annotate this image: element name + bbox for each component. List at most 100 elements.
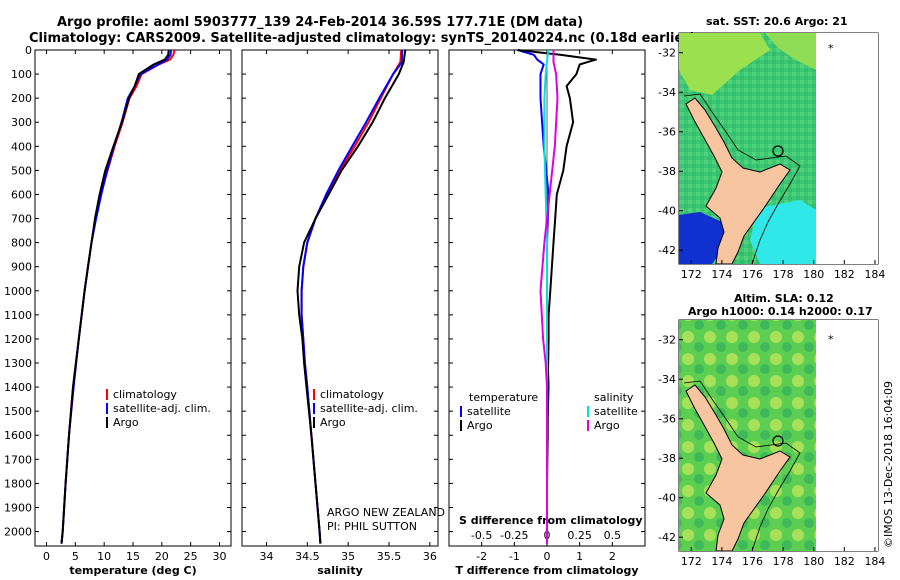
sst-map-lon-label: 174	[711, 268, 732, 281]
depth-tick-label: 700	[11, 213, 32, 226]
credit-line2: PI: PHIL SUTTON	[327, 520, 417, 533]
salinity-xlabel: salinity	[317, 564, 363, 577]
difference-xtick-label: -1	[509, 550, 520, 563]
depth-tick-label: 1700	[4, 453, 32, 466]
legend-temperature-title: temperature	[469, 391, 538, 404]
secondary-tick-label: -0.25	[500, 529, 528, 542]
temperature-xlabel: temperature (deg C)	[69, 564, 196, 577]
sst-map-lat-label: -36	[658, 126, 676, 139]
sla-argo-marker	[772, 435, 784, 447]
depth-tick-label: 1200	[4, 333, 32, 346]
difference-xtick-label: 2	[609, 550, 616, 563]
temperature-series-argo	[60, 49, 170, 544]
depth-tick-label: 1500	[4, 405, 32, 418]
temperature-axes-frame	[34, 49, 232, 547]
salinity-series-argo	[296, 49, 407, 544]
salinity-xtick-label: 35.5	[377, 550, 402, 563]
sst-map-lon-label: 180	[803, 268, 824, 281]
temperature-xtick-label: 0	[43, 550, 50, 563]
depth-tick-label: 500	[11, 164, 32, 177]
legend-temperature-label: Argo	[467, 419, 493, 432]
difference-xtick-label: 1	[576, 550, 583, 563]
difference-profile-panel: -2 -1 0 1 2T difference from climatology S di…	[448, 49, 646, 577]
depth-tick-label: 400	[11, 140, 32, 153]
depth-tick-label: 800	[11, 237, 32, 250]
credit-line1: ARGO NEW ZEALAND	[327, 506, 445, 519]
temperature-legend-label: climatology	[113, 388, 177, 401]
depth-tick-label: 1900	[4, 501, 32, 514]
sst-map-axes: 172 174 176 178 180 182 184 -32 -34 -36 -38 -40 -42	[658, 47, 885, 281]
sst-warm-patch-2	[765, 33, 816, 70]
temperature-xtick-label: 25	[184, 550, 198, 563]
depth-tick-label: 600	[11, 188, 32, 201]
sst-map-lat-label: -40	[658, 205, 676, 218]
sst-map-lat-label: -32	[658, 47, 676, 60]
salinity-xtick-label: 34.5	[295, 550, 320, 563]
legend-salinity-label: satellite	[594, 405, 638, 418]
sla-map-lat-label: -36	[658, 413, 676, 426]
sst-cyan-patch	[750, 200, 816, 264]
difference-xtick-label: -2	[476, 550, 487, 563]
temperature-xtick-label: 20	[155, 550, 169, 563]
depth-tick-label: 1100	[4, 309, 32, 322]
temperature-legend-label: Argo	[113, 416, 139, 429]
sst-map-title: sat. SST: 20.6 Argo: 21	[706, 15, 848, 28]
sla-map: Altim. SLA: 0.12 Argo h1000: 0.14 h2000:…	[658, 292, 885, 568]
depth-tick-label: 200	[11, 92, 32, 105]
secondary-tick-label: 0.25	[567, 529, 592, 542]
salinity-legend-label: satellite-adj. clim.	[320, 402, 418, 415]
salinity-legend-label: Argo	[320, 416, 346, 429]
sst-map-dot: *	[828, 42, 834, 55]
depth-tick-label: 900	[11, 261, 32, 274]
salinity-axes-frame	[241, 49, 439, 547]
sla-map-lat-label: -42	[658, 531, 676, 544]
sst-map-lat-label: -38	[658, 165, 676, 178]
temperature-legend-label: satellite-adj. clim.	[113, 402, 211, 415]
difference-xtick-label: 0	[544, 550, 551, 563]
secondary-tick-label: 0.5	[604, 529, 622, 542]
sla-map-lon-label: 178	[773, 555, 794, 568]
difference-series-salinity-argo	[539, 50, 559, 544]
depth-tick-label: 300	[11, 116, 32, 129]
temperature-xtick-label: 30	[212, 550, 226, 563]
legend-salinity-label: Argo	[594, 419, 620, 432]
legend-salinity-title: salinity	[594, 391, 634, 404]
sla-map-lon-label: 174	[711, 555, 732, 568]
sla-map-title-line1: Altim. SLA: 0.12	[734, 292, 834, 305]
sla-map-dot: *	[828, 333, 834, 346]
legend-temperature-label: satellite	[467, 405, 511, 418]
sst-map-lon-label: 184	[864, 268, 885, 281]
sla-map-lat-label: -34	[658, 373, 676, 386]
salinity-xtick-label: 35	[341, 550, 355, 563]
sla-map-lon-label: 182	[834, 555, 855, 568]
temperature-xtick-label: 10	[97, 550, 111, 563]
sst-map-lat-label: -34	[658, 86, 676, 99]
depth-tick-label: 2000	[4, 526, 32, 539]
depth-tick-label: 1800	[4, 477, 32, 490]
sla-map-lat-label: -40	[658, 492, 676, 505]
sst-argo-marker	[772, 145, 784, 157]
depth-tick-label: 1600	[4, 429, 32, 442]
salinity-xtick-label: 34	[260, 550, 274, 563]
sla-map-axes: 172 174 176 178 180 182 184 -32 -34 -36 -38 -40 -42	[658, 334, 885, 568]
difference-xlabel: T difference from climatology	[455, 564, 638, 577]
sst-isobath	[683, 93, 801, 264]
imos-watermark: ©IMOS 13-Dec-2018 16:04:09	[882, 381, 895, 548]
sst-map-lat-label: -42	[658, 244, 676, 257]
sst-map-lon-label: 182	[834, 268, 855, 281]
temperature-xtick-label: 15	[126, 550, 140, 563]
sla-isobath	[683, 380, 801, 551]
depth-tick-label: 100	[11, 68, 32, 81]
figure-title-line2: Climatology: CARS2009. Satellite-adjuste…	[29, 31, 696, 46]
sst-map: sat. SST: 20.6 Argo: 21 * 172 174 176 178 18…	[658, 15, 885, 281]
sla-map-lon-label: 172	[681, 555, 702, 568]
depth-tick-label: 0	[25, 44, 32, 57]
sla-map-title-line2: Argo h1000: 0.14 h2000: 0.17	[688, 305, 873, 318]
salinity-legend-label: climatology	[320, 388, 384, 401]
salinity-profile-panel: 34 34.5 35 35.5 36 salinity climatologysatelli…	[241, 49, 439, 577]
temperature-profile-panel: 0100200300400500600700800900100011001200…	[4, 44, 232, 577]
sst-map-lon-label: 172	[681, 268, 702, 281]
secondary-tick-label: -0.5	[471, 529, 492, 542]
sla-map-lon-label: 176	[742, 555, 763, 568]
